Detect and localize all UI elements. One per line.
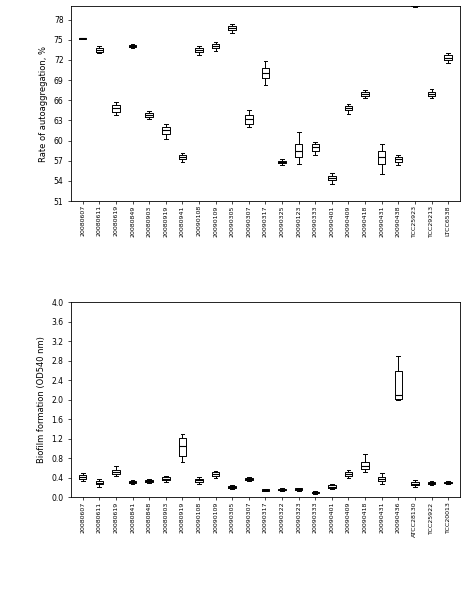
- Y-axis label: Biofilm formation (OD540 nm): Biofilm formation (OD540 nm): [37, 336, 46, 464]
- Y-axis label: Rate of autoaggregation, %: Rate of autoaggregation, %: [39, 45, 48, 161]
